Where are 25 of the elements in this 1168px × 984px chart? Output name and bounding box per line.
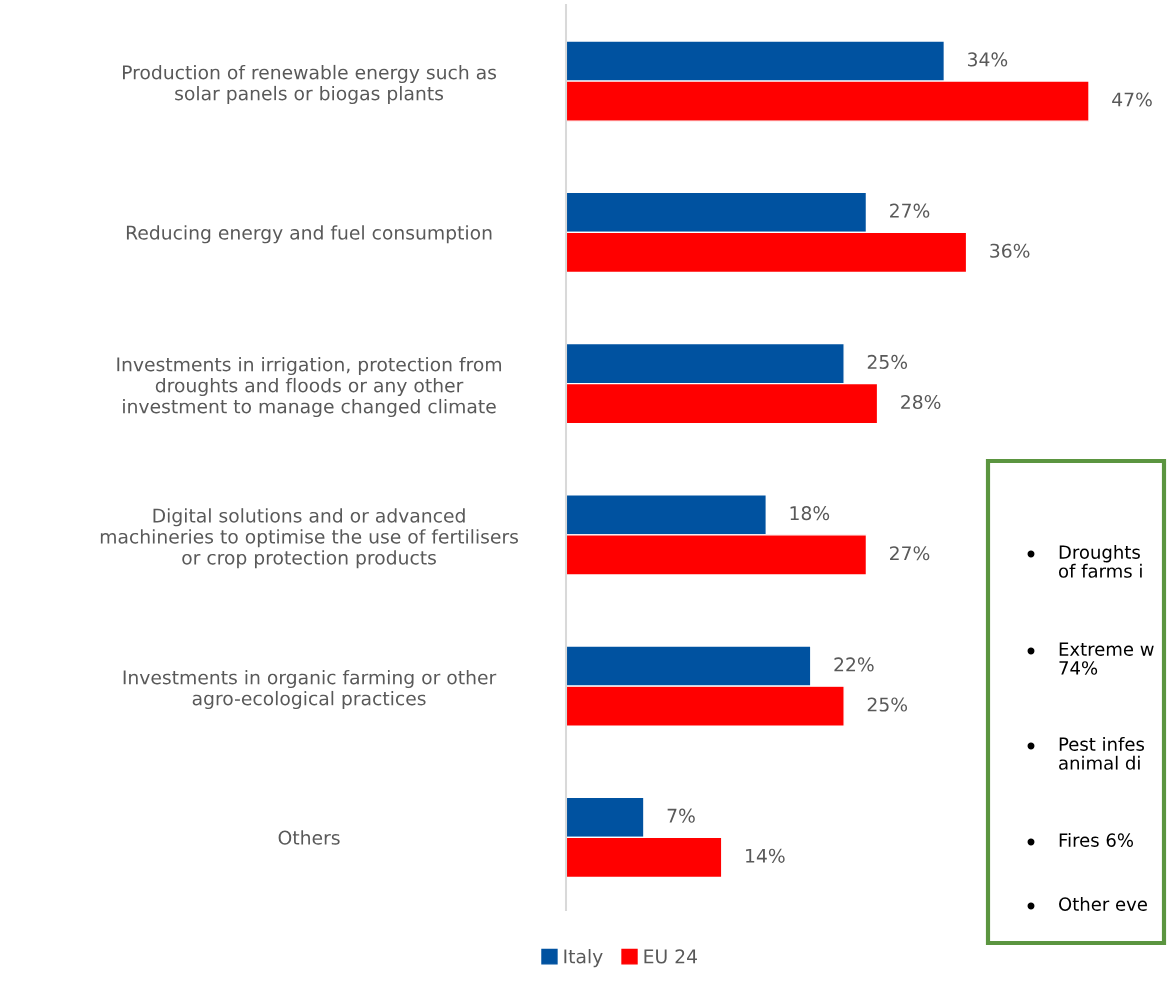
y-tick-label: Reducing energy and fuel consumption <box>126 225 492 244</box>
legend-label: EU 24 <box>644 949 697 964</box>
y-tick-label: Investments in organic farming or other agro-ecological practices <box>123 669 497 710</box>
y-tick-label: Others <box>278 830 340 845</box>
annotation: Droughts of farms i <box>1059 544 1142 578</box>
data-label: 18% <box>790 506 830 521</box>
data-label: 34% <box>967 52 1008 67</box>
y-tick-label: Investments in irrigation, protection from droughts and floods or any other investment to manage changed climate <box>117 356 502 418</box>
data-label: 25% <box>867 697 908 712</box>
legend-label: Italy <box>564 948 603 968</box>
y-tick-label: Production of renewable energy such as solar panels or biogas plants <box>123 64 497 105</box>
data-label: 27% <box>890 546 930 561</box>
data-label: 14% <box>746 848 785 863</box>
data-label: 28% <box>901 394 941 410</box>
annotation: Extreme w 74% <box>1059 642 1154 675</box>
y-tick-label: Digital solutions and or advanced machineries to optimise the use of fertilisers or crop protection products <box>100 508 519 569</box>
data-label: 36% <box>990 243 1030 258</box>
data-label: 27% <box>890 203 930 218</box>
data-label: 22% <box>834 657 874 672</box>
annotation: Fires 6% <box>1059 832 1134 847</box>
annotation: Pest infes animal di <box>1059 736 1145 770</box>
data-label: 25% <box>867 354 908 370</box>
data-label: 7% <box>667 808 695 823</box>
data-label: 47% <box>1112 92 1152 107</box>
annotation: Other eve <box>1059 896 1147 911</box>
